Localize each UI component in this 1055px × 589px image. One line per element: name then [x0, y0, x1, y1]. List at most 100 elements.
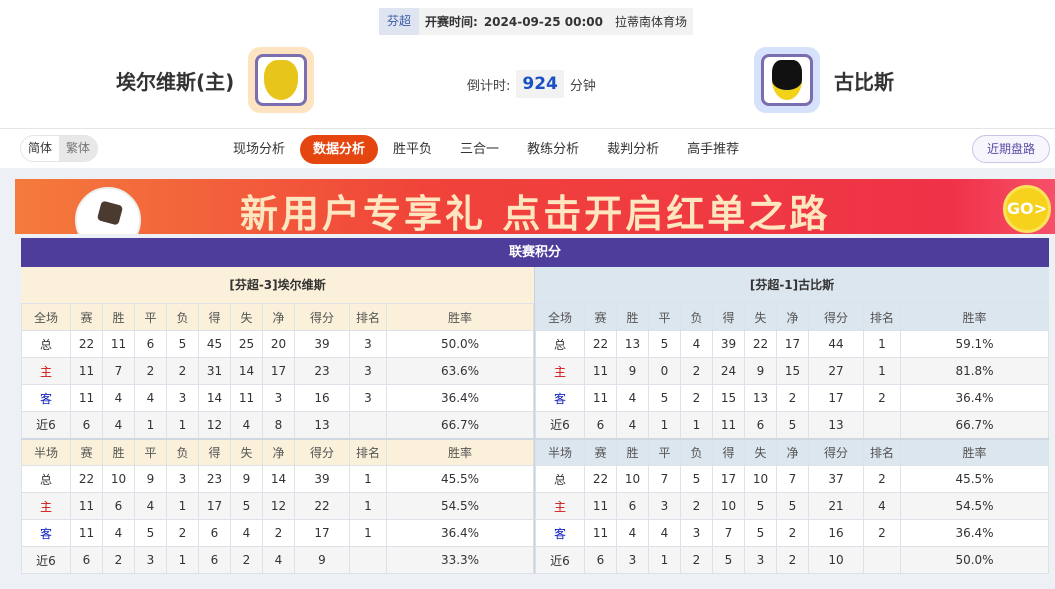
column-header: 净	[776, 437, 809, 466]
cell: 2	[166, 519, 199, 547]
standings-table: 全场赛胜平负得失净得分 排名 胜率总 22 13 5 4 39 22 17 44 1 59.1% 主 11 9…	[535, 303, 1049, 574]
cell: 23	[294, 357, 350, 385]
away-team-name[interactable]: 古比斯	[834, 69, 894, 94]
cell: 5	[776, 492, 809, 520]
content-area: 新用户专享礼 点击开启红单之路 GO> 联赛积分 [芬超-3]埃尔维斯 全场赛胜平…	[0, 168, 1055, 589]
cell: 2	[680, 384, 713, 412]
cell: 45.5%	[386, 465, 534, 493]
countdown-value: 924	[516, 70, 564, 98]
cell: 3	[616, 546, 649, 574]
countdown-label: 倒计时:	[467, 78, 511, 94]
cell: 3	[648, 492, 681, 520]
column-header: 失	[230, 303, 263, 331]
cell: 5	[134, 519, 167, 547]
cell: 1	[134, 411, 167, 439]
tab-1[interactable]: 数据分析	[300, 135, 379, 164]
tab-2[interactable]: 胜平负	[393, 142, 433, 157]
cell: 2	[776, 519, 809, 547]
table-row: 总 22 13 5 4 39 22 17 44 1 59.1%	[535, 330, 1049, 358]
recent-trend-button[interactable]: 近期盘路	[971, 135, 1050, 163]
cell: 1	[349, 519, 387, 547]
cell: 66.7%	[386, 411, 534, 439]
tab-3[interactable]: 三合一	[460, 142, 500, 157]
lang-simplified[interactable]: 简体	[28, 141, 53, 155]
cell: 5	[680, 465, 713, 493]
tab-5[interactable]: 裁判分析	[607, 142, 660, 157]
section-label: 半场	[535, 437, 585, 466]
cell: 13	[294, 411, 350, 439]
cell: 13	[744, 384, 777, 412]
away-team-logo[interactable]	[754, 47, 820, 113]
cell: 2	[262, 519, 295, 547]
cell: 1	[863, 357, 901, 385]
tab-0[interactable]: 现场分析	[233, 142, 286, 157]
cell: 36.4%	[386, 519, 534, 547]
cell: 2	[776, 546, 809, 574]
column-header: 胜率	[900, 437, 1049, 466]
cell: 1	[680, 411, 713, 439]
cell: 44	[808, 330, 864, 358]
cell: 22	[70, 330, 103, 358]
cell: 17	[776, 330, 809, 358]
nav-bar: 简体 繁体 现场分析 数据分析 胜平负 三合一 教练分析 裁判分析 高手推荐 近期盘路	[0, 128, 1055, 168]
cell: 17	[198, 492, 231, 520]
cell: 31	[198, 357, 231, 385]
away-team: 古比斯	[754, 47, 894, 113]
column-header: 排名	[863, 303, 901, 331]
cell: 2	[863, 384, 901, 412]
cell: 2	[680, 492, 713, 520]
cell: 22	[70, 465, 103, 493]
tab-4[interactable]: 教练分析	[527, 142, 580, 157]
cell	[349, 411, 387, 439]
cell: 6	[70, 411, 103, 439]
cell: 13	[808, 411, 864, 439]
table-row: 总 22 10 7 5 17 10 7 37 2 45.5%	[535, 465, 1049, 493]
cell: 22	[744, 330, 777, 358]
tab-6[interactable]: 高手推荐	[687, 142, 740, 157]
column-header: 得分	[294, 437, 350, 466]
cell: 14	[230, 357, 263, 385]
header-row: 全场赛胜平负得失净得分 排名 胜率	[535, 303, 1049, 331]
cell: 2	[680, 546, 713, 574]
column-header: 胜	[102, 303, 135, 331]
cell: 6	[198, 546, 231, 574]
cell: 22	[294, 492, 350, 520]
cell: 1	[166, 546, 199, 574]
home-team-name[interactable]: 埃尔维斯(主)	[116, 69, 235, 94]
cell: 4	[134, 492, 167, 520]
cell: 11	[70, 357, 103, 385]
row-label: 总	[535, 465, 585, 493]
cell: 11	[584, 357, 617, 385]
go-button[interactable]: GO>	[1003, 185, 1051, 233]
cell: 3	[349, 357, 387, 385]
home-team-logo[interactable]	[248, 47, 315, 113]
cell: 6	[616, 492, 649, 520]
table-row: 总 22 11 6 5 45 25 20 39 3 50.0%	[21, 330, 534, 358]
cell: 39	[294, 330, 350, 358]
cell: 5	[744, 519, 777, 547]
column-header: 胜	[616, 437, 649, 466]
home-team: 埃尔维斯(主)	[116, 47, 315, 113]
column-header: 净	[262, 437, 295, 466]
cell: 2	[230, 546, 263, 574]
column-header: 排名	[349, 303, 387, 331]
league-standings: 联赛积分 [芬超-3]埃尔维斯 全场赛胜平负得失净得分 排名 胜率总 22 11 6 5 45 2…	[21, 238, 1049, 574]
promo-banner[interactable]: 新用户专享礼 点击开启红单之路 GO>	[15, 179, 1055, 234]
cell: 36.4%	[900, 519, 1049, 547]
cell: 11	[102, 330, 135, 358]
league-badge[interactable]: 芬超	[379, 8, 420, 35]
cell: 10	[102, 465, 135, 493]
table-row: 近6 6 3 1 2 5 3 2 10 50.0%	[535, 546, 1049, 574]
cell: 7	[102, 357, 135, 385]
cell: 17	[808, 384, 864, 412]
match-info: 芬超 开赛时间: 2024-09-25 00:00 拉蒂南体育场	[379, 8, 693, 35]
lang-traditional[interactable]: 繁体	[59, 136, 98, 161]
cell: 5	[230, 492, 263, 520]
table-row: 近6 6 2 3 1 6 2 4 9 33.3%	[21, 546, 534, 574]
team-standings-header: [芬超-1]古比斯	[535, 267, 1049, 303]
team-standings-header: [芬超-3]埃尔维斯	[21, 267, 534, 303]
cell: 36.4%	[386, 384, 534, 412]
row-label: 主	[21, 492, 71, 520]
column-header: 负	[680, 303, 713, 331]
cell: 5	[744, 492, 777, 520]
